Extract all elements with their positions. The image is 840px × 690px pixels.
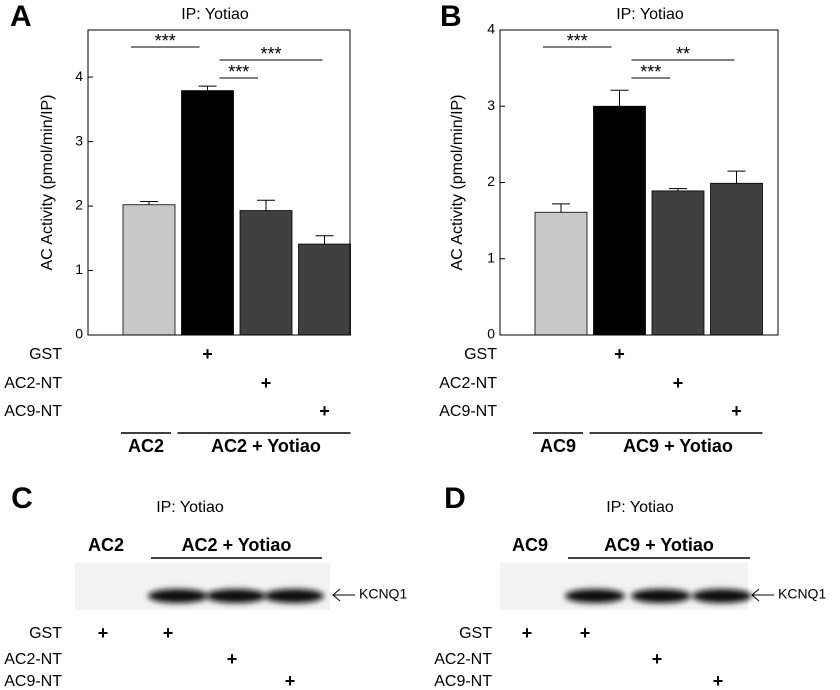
blot-background — [500, 563, 748, 610]
group-label: AC9 — [512, 535, 548, 555]
error-bar — [552, 203, 570, 213]
condition-label: AC2-NT — [4, 375, 62, 392]
y-tick-label: 1 — [487, 249, 495, 265]
group-label: AC9 + Yotiao — [623, 436, 733, 456]
panel-label: C — [11, 482, 33, 515]
condition-label: AC9-NT — [4, 403, 62, 420]
condition-mark: + — [202, 344, 213, 364]
group-label: AC2 — [88, 535, 124, 555]
y-axis-label: AC Activity (pmol/min/IP) — [449, 94, 466, 270]
error-bar — [669, 188, 687, 191]
blot-band — [692, 589, 752, 603]
error-bar — [610, 89, 629, 107]
bar — [651, 190, 705, 336]
error-bar — [257, 199, 275, 211]
significance-label: *** — [567, 31, 588, 51]
group-label: AC2 + Yotiao — [211, 436, 321, 456]
y-tick-label: 3 — [75, 132, 83, 148]
blot-band — [631, 589, 691, 603]
condition-mark: + — [731, 401, 742, 421]
condition-mark: + — [319, 401, 330, 421]
significance-label: *** — [640, 62, 661, 82]
band-label: KCNQ1 — [359, 586, 407, 602]
axis-frame — [499, 29, 779, 336]
panel-label: A — [10, 0, 32, 33]
condition-mark: + — [652, 649, 663, 669]
band-label: KCNQ1 — [778, 586, 826, 602]
bar — [710, 182, 763, 336]
group-label: AC9 + Yotiao — [604, 535, 714, 555]
significance-label: *** — [260, 44, 281, 64]
condition-mark: + — [614, 344, 625, 364]
y-tick-label: 0 — [75, 326, 83, 342]
condition-mark: + — [285, 671, 296, 690]
y-tick-label: 4 — [75, 68, 83, 84]
significance-label: *** — [228, 62, 249, 82]
error-bar — [315, 235, 334, 245]
condition-label: AC2-NT — [439, 375, 497, 392]
bar — [298, 243, 351, 336]
condition-mark: + — [522, 623, 533, 643]
y-tick-label: 1 — [75, 261, 83, 277]
blot-title: IP: Yotiao — [156, 499, 224, 516]
blot-band — [148, 589, 208, 603]
axis-frame — [87, 29, 351, 336]
bar — [122, 204, 176, 336]
chart-title: IP: Yotiao — [616, 6, 684, 23]
blot-band — [206, 589, 266, 603]
blot-band — [565, 589, 625, 603]
bar — [534, 211, 588, 336]
condition-label: AC9-NT — [439, 403, 497, 420]
y-tick-label: 2 — [75, 197, 83, 213]
condition-mark: + — [163, 623, 174, 643]
condition-mark: + — [673, 373, 684, 393]
arrow — [332, 588, 355, 602]
panel-label: D — [444, 482, 466, 515]
bar — [181, 90, 234, 336]
significance-label: ** — [676, 44, 690, 64]
significance-label: *** — [155, 31, 176, 51]
panel-label: B — [440, 0, 462, 33]
condition-label: AC2-NT — [434, 651, 492, 668]
condition-mark: + — [261, 373, 272, 393]
arrow — [751, 588, 774, 602]
condition-mark: + — [580, 623, 591, 643]
group-label: AC9 — [540, 436, 576, 456]
condition-label: GST — [29, 625, 62, 642]
condition-mark: + — [713, 671, 724, 690]
condition-label: GST — [459, 625, 492, 642]
group-label: AC2 + Yotiao — [182, 535, 292, 555]
y-tick-label: 4 — [487, 21, 495, 37]
bar — [239, 210, 293, 336]
y-axis-label: AC Activity (pmol/min/IP) — [39, 94, 56, 270]
bar — [593, 105, 646, 336]
blot-band — [264, 589, 324, 603]
condition-mark: + — [98, 623, 109, 643]
condition-mark: + — [227, 649, 238, 669]
condition-label: GST — [464, 346, 497, 363]
y-tick-label: 2 — [487, 173, 495, 189]
condition-label: AC9-NT — [4, 673, 62, 690]
condition-label: GST — [29, 346, 62, 363]
y-tick-label: 3 — [487, 97, 495, 113]
error-bar — [198, 85, 217, 91]
condition-label: AC9-NT — [434, 673, 492, 690]
chart-title: IP: Yotiao — [181, 6, 249, 23]
condition-label: AC2-NT — [4, 651, 62, 668]
blot-title: IP: Yotiao — [606, 499, 674, 516]
error-bar — [727, 170, 746, 184]
y-tick-label: 0 — [487, 326, 495, 342]
group-label: AC2 — [128, 436, 164, 456]
error-bar — [140, 201, 158, 205]
